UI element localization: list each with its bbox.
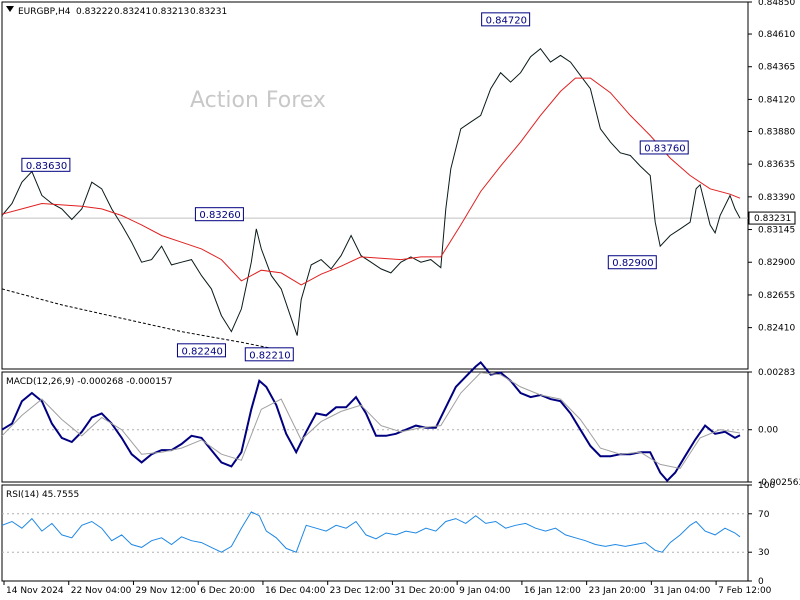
rsi-series-group <box>1 511 748 553</box>
rsi-y-tick-label: 70 <box>758 510 770 520</box>
price-level-badge <box>481 12 531 27</box>
macd-y-axis: 0.00283 0.00 -0.002563 <box>748 368 800 488</box>
rsi-y-tick-label: 0 <box>758 577 764 587</box>
price-level-badge <box>639 140 689 155</box>
price-y-tick-label: 0.82655 <box>758 291 795 301</box>
price-plot-frame <box>1 1 749 370</box>
price-y-tick-label: 0.84120 <box>758 95 795 105</box>
price-annotations: 0.83630 0.83260 0.82240 0.82210 0.84720 0.837… <box>21 12 689 362</box>
time-tick-label: 23 Jan 20:00 <box>589 586 646 596</box>
time-tick-label: 7 Feb 12:00 <box>718 586 772 596</box>
dropdown-triangle-icon <box>6 6 14 12</box>
rsi-rsi-line <box>1 511 741 553</box>
price-series-group <box>1 47 748 351</box>
price-y-tick-label: 0.83145 <box>758 226 795 236</box>
price-level-label: 0.83760 <box>644 143 685 154</box>
price-level-badge <box>194 207 244 222</box>
price-level-badge <box>176 343 226 358</box>
price-y-axis: 0.84850 0.84610 0.84365 0.84120 0.83880 0.836… <box>748 0 796 334</box>
current-price-label: 0.83231 <box>754 214 791 224</box>
price-level-badge <box>607 255 657 270</box>
price-panel: Action Forex EURGBP,H4 0.83222 0.83241 0… <box>1 0 796 370</box>
time-tick-label: 16 Jan 12:00 <box>524 586 581 596</box>
price-y-tick-label: 0.84365 <box>758 63 795 73</box>
macd-signal-line <box>1 372 741 470</box>
price-y-tick-label: 0.83390 <box>758 193 795 203</box>
rsi-y-axis: 100 70 30 0 <box>748 481 775 587</box>
symbol-label: EURGBP,H4 <box>18 7 71 17</box>
rsi-plot-frame <box>1 484 749 582</box>
time-tick-label: 31 Dec 20:00 <box>394 586 455 596</box>
time-tick-label: 14 Nov 2024 <box>6 586 64 596</box>
time-tick-label: 31 Jan 04:00 <box>653 586 710 596</box>
macd-series-group <box>1 360 748 483</box>
price-y-tick-label: 0.82900 <box>758 258 795 268</box>
price-y-tick-label: 0.84850 <box>758 0 795 8</box>
price-y-tick-label: 0.84610 <box>758 30 795 40</box>
time-tick-label: 6 Dec 20:00 <box>200 586 255 596</box>
watermark: Action Forex <box>190 88 326 113</box>
price-header: EURGBP,H4 0.83222 0.83241 0.83213 0.8323… <box>6 6 227 17</box>
price-level-label: 0.83260 <box>199 210 240 221</box>
time-tick-label: 23 Dec 12:00 <box>330 586 391 596</box>
current-price-badge <box>748 211 796 225</box>
ohlc-open: 0.83222 <box>76 7 113 17</box>
macd-y-tick-label: 0.00 <box>758 426 778 436</box>
price-level-label: 0.82240 <box>181 346 222 357</box>
time-tick-label: 16 Dec 04:00 <box>265 586 326 596</box>
price-level-badge <box>244 347 294 362</box>
price-y-tick-label: 0.83635 <box>758 160 795 170</box>
ohlc-close: 0.83231 <box>190 7 227 17</box>
macd-y-tick-label: 0.00283 <box>758 368 795 378</box>
price-level-label: 0.84720 <box>486 15 527 26</box>
rsi-panel: RSI(14) 45.7555 100 70 30 0 <box>1 481 775 587</box>
ohlc-low: 0.83213 <box>152 7 189 17</box>
macd-panel: MACD(12,26,9) -0.000268 -0.000157 0.0028… <box>1 360 800 488</box>
rsi-y-tick-label: 100 <box>758 481 775 491</box>
time-tick-label: 22 Nov 04:00 <box>71 586 132 596</box>
macd-plot-frame <box>1 371 749 483</box>
rsi-y-tick-label: 30 <box>758 548 770 558</box>
price-y-tick-label: 0.83880 <box>758 127 795 137</box>
price-trendline-line <box>1 288 282 351</box>
price-moving-average-line <box>1 77 741 286</box>
price-price-line <box>1 47 741 336</box>
rsi-title: RSI(14) 45.7555 <box>6 490 79 500</box>
time-tick-label: 9 Jan 04:00 <box>459 586 511 596</box>
price-level-badge <box>21 157 71 172</box>
price-level-label: 0.82900 <box>612 258 653 269</box>
price-y-tick-label: 0.82410 <box>758 324 795 334</box>
macd-y-tick-label: -0.002563 <box>758 478 800 488</box>
macd-title: MACD(12,26,9) -0.000268 -0.000157 <box>6 377 172 387</box>
time-axis: 14 Nov 2024 22 Nov 04:00 29 Nov 12:00 6 Dec… <box>3 581 772 596</box>
time-tick-label: 29 Nov 12:00 <box>135 586 196 596</box>
price-level-label: 0.83630 <box>26 161 67 172</box>
ohlc-high: 0.83241 <box>114 7 151 17</box>
price-level-label: 0.82210 <box>249 350 290 361</box>
